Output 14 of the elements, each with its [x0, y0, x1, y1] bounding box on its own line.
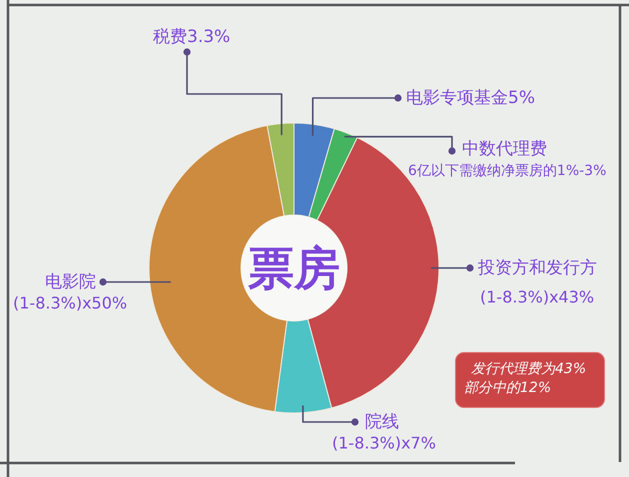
data-label: 5%	[508, 88, 535, 108]
text: 票房	[248, 241, 340, 295]
slice-label: 电影院	[45, 272, 96, 292]
text: 6亿以下需缴纳净票房的1%-3%	[408, 163, 606, 179]
slice-label: 税费	[153, 27, 187, 47]
data-label: (1-8.3%)x50%	[13, 294, 128, 312]
text: 发行代理费为43%部分中的12%	[455, 352, 605, 408]
data-label: (1-8.3%)x43%	[480, 288, 594, 306]
slice-label: 院线	[365, 412, 399, 432]
slice-label: 中数代理费	[462, 139, 547, 159]
data-label: (1-8.3%)x7%	[332, 434, 436, 452]
slice-label: 投资方和发行方	[477, 258, 597, 278]
data-label: 3.3%	[187, 27, 230, 47]
slice-label: 电影专项基金	[406, 88, 508, 108]
